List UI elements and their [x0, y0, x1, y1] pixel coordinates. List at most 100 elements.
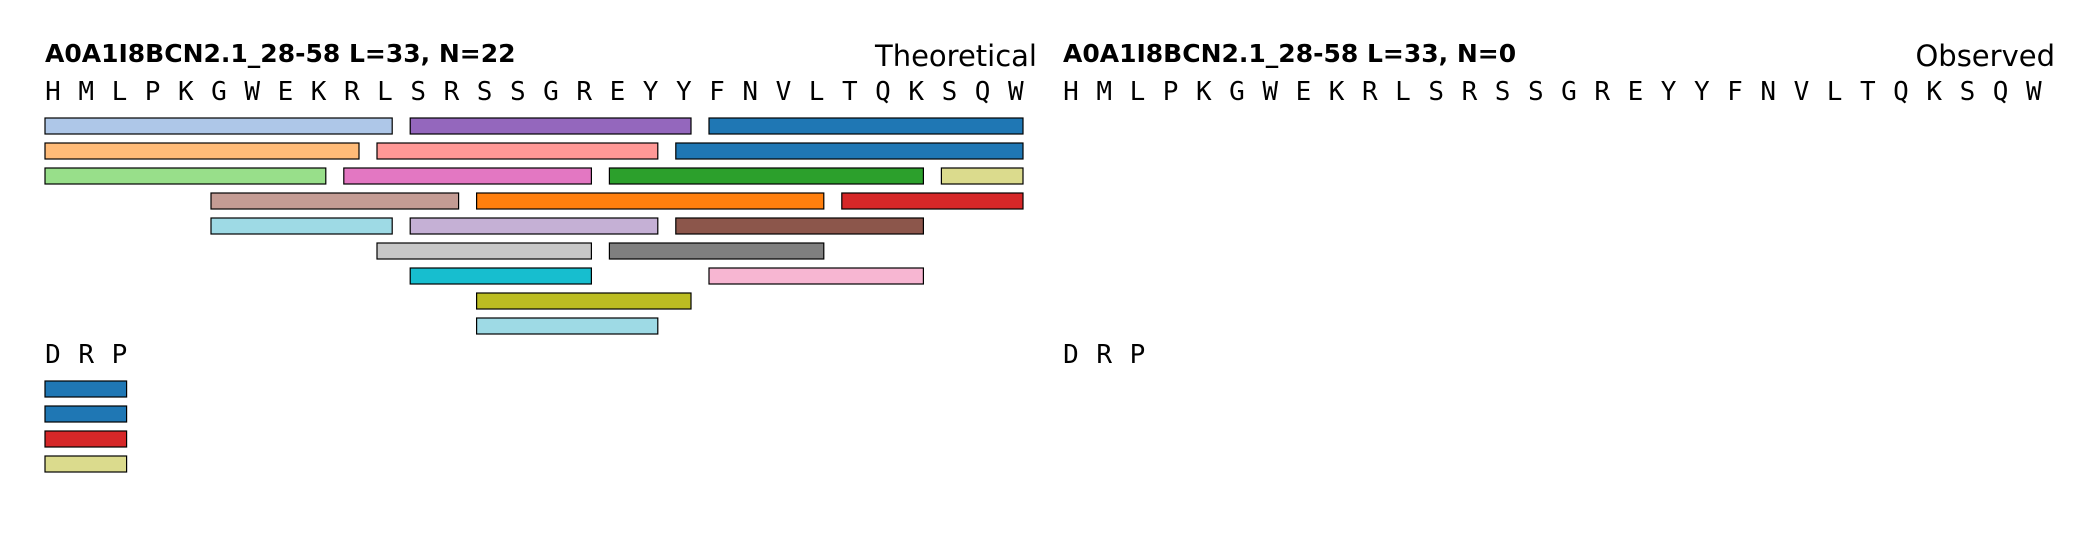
peptide-bar — [376, 242, 592, 260]
peptide-bar — [476, 292, 692, 310]
peptide-bar — [44, 167, 327, 185]
residue-letter: P — [145, 77, 161, 107]
residue-letter: R — [1462, 77, 1478, 107]
residue-letter: V — [776, 77, 792, 107]
residue-letter: W — [2026, 77, 2042, 107]
panel-title: A0A1I8BCN2.1_28-58 L=33, N=22 — [45, 39, 515, 68]
panel-label: Theoretical — [874, 39, 1037, 73]
peptide-bar — [608, 242, 825, 260]
panel-title: A0A1I8BCN2.1_28-58 L=33, N=0 — [1063, 39, 1516, 68]
peptide-bar — [409, 117, 692, 135]
peptide-bar — [940, 167, 1024, 185]
residue-letter: W — [1008, 77, 1024, 107]
residue-letter: R — [576, 77, 592, 107]
residue-letter: D — [45, 340, 61, 370]
residue-letter: T — [1860, 77, 1876, 107]
residue-letter: R — [444, 77, 460, 107]
residue-letter: S — [1960, 77, 1976, 107]
peptide-bar — [476, 192, 825, 210]
residue-letter: K — [178, 77, 194, 107]
residue-letter: F — [709, 77, 725, 107]
residue-letter: P — [1163, 77, 1179, 107]
residue-letter: N — [742, 77, 758, 107]
peptide-bar — [708, 117, 1024, 135]
residue-letter: R — [1096, 340, 1112, 370]
residue-letter: E — [610, 77, 626, 107]
sequence-rows: H M L P K G W E K R L S R S S G R E Y Y F N V L T Q K S Q WD R P — [1063, 77, 2042, 370]
residue-letter: P — [1130, 340, 1146, 370]
residue-letter: K — [1926, 77, 1942, 107]
residue-letter: M — [78, 77, 94, 107]
residue-letter: Y — [1661, 77, 1677, 107]
residue-letter: H — [1063, 77, 1079, 107]
residue-letter: N — [1760, 77, 1776, 107]
panel-label: Observed — [1915, 39, 2055, 73]
peptide-bar — [675, 142, 1024, 160]
peptide-bar — [210, 192, 460, 210]
residue-letter: L — [1827, 77, 1843, 107]
sequence-rows: H M L P K G W E K R L S R S S G R E Y Y F N V L T Q K S Q WD R P — [44, 77, 1024, 473]
peptide-bar — [409, 217, 659, 235]
peptide-bar — [44, 380, 128, 398]
residue-letter: R — [1362, 77, 1378, 107]
residue-letter: E — [1628, 77, 1644, 107]
peptide-bar — [210, 217, 393, 235]
residue-letter: Y — [643, 77, 659, 107]
residue-letter: Q — [1993, 77, 2009, 107]
residue-letter: Y — [1694, 77, 1710, 107]
peptide-bar — [44, 142, 360, 160]
residue-letter: W — [244, 77, 260, 107]
residue-letter: K — [1329, 77, 1345, 107]
peptide-bar — [608, 167, 925, 185]
residue-letter: F — [1727, 77, 1743, 107]
residue-letter: S — [1528, 77, 1544, 107]
residue-letter: P — [112, 340, 128, 370]
residue-letter: D — [1063, 340, 1079, 370]
residue-letter: L — [1130, 77, 1146, 107]
theoretical-panel: A0A1I8BCN2.1_28-58 L=33, N=22 Theoretica… — [44, 39, 1037, 473]
residue-letter: H — [45, 77, 61, 107]
peptide-bar — [44, 405, 128, 423]
residue-letter: S — [477, 77, 493, 107]
residue-letter: W — [1262, 77, 1278, 107]
residue-letter: L — [377, 77, 393, 107]
peptide-bar — [708, 267, 924, 285]
peptide-bar — [675, 217, 924, 235]
peptide-bar — [44, 455, 128, 473]
residue-letter: K — [1196, 77, 1212, 107]
residue-letter: R — [78, 340, 94, 370]
peptide-bar — [376, 142, 659, 160]
residue-letter: Q — [975, 77, 991, 107]
peptide-bar — [343, 167, 592, 185]
peptide-bar — [44, 430, 128, 448]
peptide-bar — [476, 317, 659, 335]
residue-letter: G — [211, 77, 227, 107]
residue-letter: S — [1428, 77, 1444, 107]
residue-letter: T — [842, 77, 858, 107]
residue-letter: Q — [875, 77, 891, 107]
residue-letter: G — [1561, 77, 1577, 107]
peptide-bar — [409, 267, 593, 285]
residue-letter: L — [809, 77, 825, 107]
residue-letter: V — [1794, 77, 1810, 107]
residue-letter: E — [1296, 77, 1312, 107]
peptide-bar — [841, 192, 1024, 210]
residue-letter: R — [344, 77, 360, 107]
residue-letter: R — [1594, 77, 1610, 107]
residue-letter: M — [1096, 77, 1112, 107]
residue-letter: E — [278, 77, 294, 107]
residue-letter: G — [1229, 77, 1245, 107]
residue-letter: K — [908, 77, 924, 107]
residue-letter: L — [112, 77, 128, 107]
residue-letter: Q — [1893, 77, 1909, 107]
residue-letter: K — [311, 77, 327, 107]
residue-letter: G — [543, 77, 559, 107]
peptide-bar — [44, 117, 393, 135]
residue-letter: S — [942, 77, 958, 107]
residue-letter: L — [1395, 77, 1411, 107]
